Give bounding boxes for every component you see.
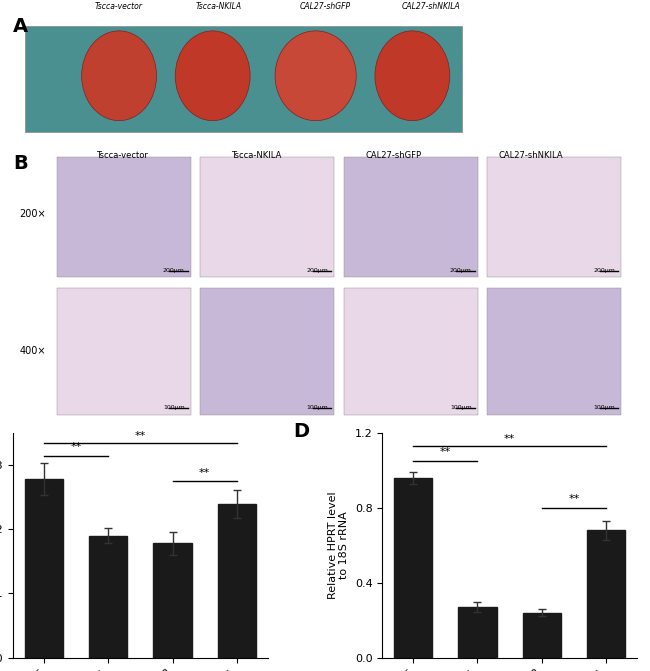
Text: 200μm: 200μm [162, 268, 185, 273]
Text: 200μm: 200μm [593, 268, 615, 273]
Ellipse shape [176, 31, 250, 121]
Text: D: D [293, 422, 309, 441]
FancyBboxPatch shape [57, 289, 191, 415]
FancyBboxPatch shape [488, 157, 621, 277]
Text: 200μm: 200μm [306, 268, 328, 273]
Bar [153, 544, 192, 658]
Text: Tscca-NKILA: Tscca-NKILA [231, 151, 281, 160]
Ellipse shape [375, 31, 450, 121]
Text: CAL27-shNKILA: CAL27-shNKILA [402, 2, 460, 11]
Text: CAL27-shGFP: CAL27-shGFP [365, 151, 422, 160]
Bar [458, 607, 497, 658]
Text: 200×: 200× [20, 209, 46, 219]
Text: 100μm: 100μm [593, 405, 615, 410]
Ellipse shape [82, 31, 157, 121]
Ellipse shape [275, 31, 356, 121]
FancyBboxPatch shape [344, 157, 478, 277]
Text: **: ** [504, 434, 515, 444]
Text: Tscca-NKILA: Tscca-NKILA [196, 2, 242, 11]
Text: B: B [13, 154, 28, 173]
FancyBboxPatch shape [25, 26, 462, 132]
Bar [394, 478, 432, 658]
Text: CAL27-shGFP: CAL27-shGFP [300, 2, 350, 11]
Text: Tscca-vector: Tscca-vector [95, 2, 143, 11]
FancyBboxPatch shape [200, 157, 334, 277]
Bar [89, 535, 127, 658]
Bar [25, 479, 63, 658]
Text: 200μm: 200μm [450, 268, 472, 273]
FancyBboxPatch shape [200, 289, 334, 415]
Text: **: ** [70, 442, 82, 452]
Text: 400×: 400× [20, 346, 46, 356]
Text: 100μm: 100μm [163, 405, 185, 410]
Text: **: ** [135, 431, 146, 441]
FancyBboxPatch shape [344, 289, 478, 415]
Text: **: ** [439, 448, 451, 458]
Bar [218, 504, 256, 658]
Bar [587, 530, 625, 658]
Text: Tscca-vector: Tscca-vector [96, 151, 148, 160]
Text: **: ** [568, 495, 580, 504]
Text: A: A [13, 17, 28, 36]
Y-axis label: Relative HPRT level
to 18S rRNA: Relative HPRT level to 18S rRNA [328, 492, 349, 599]
Text: CAL27-shNKILA: CAL27-shNKILA [499, 151, 564, 160]
Bar [523, 613, 561, 658]
Text: **: ** [199, 468, 211, 478]
FancyBboxPatch shape [57, 157, 191, 277]
FancyBboxPatch shape [488, 289, 621, 415]
Text: 100μm: 100μm [450, 405, 472, 410]
Text: 100μm: 100μm [306, 405, 328, 410]
